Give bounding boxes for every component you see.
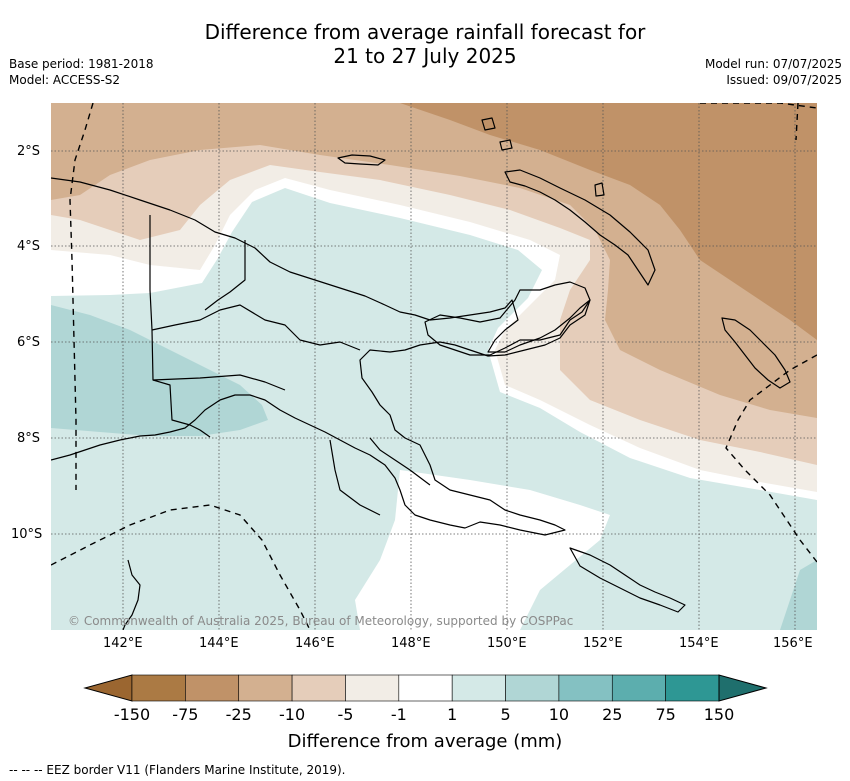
lon-label-150e: 150°E: [487, 636, 527, 651]
lat-label-4s: 4°S: [17, 239, 41, 254]
lon-label-142e: 142°E: [103, 636, 143, 651]
colorbar-extend-high: [718, 674, 768, 702]
colorbar-swatch: [558, 674, 613, 702]
lon-label-144e: 144°E: [199, 636, 239, 651]
base-period: Base period: 1981-2018: [9, 57, 154, 71]
map-title: Difference from average rainfall forecas…: [0, 20, 850, 68]
colorbar-tick-label: 10: [548, 705, 570, 724]
title-line-2: 21 to 27 July 2025: [333, 44, 517, 68]
colorbar-tick-label: 150: [703, 705, 735, 724]
eez-legend-note: -- -- -- EEZ border V11 (Flanders Marine…: [9, 763, 346, 777]
meta-right: Model run: 07/07/2025 Issued: 09/07/2025: [705, 56, 842, 88]
colorbar-tick-label: 5: [500, 705, 511, 724]
colorbar-swatch: [451, 674, 506, 702]
lon-label-152e: 152°E: [583, 636, 623, 651]
colorbar-tick-label: -75: [172, 705, 199, 724]
province-border-4: [329, 439, 381, 516]
colorbar-tick-label: 1: [447, 705, 458, 724]
northern-islands: [481, 117, 605, 197]
png-border: [149, 215, 211, 438]
copyright-notice: © Commonwealth of Australia 2025, Bureau…: [68, 614, 574, 628]
colorbar-extend-low: [83, 674, 133, 702]
title-line-1: Difference from average rainfall forecas…: [204, 20, 646, 44]
neutral-zone-south: [355, 470, 610, 630]
colorbar-swatches: [83, 674, 768, 702]
colorbar-swatch: [238, 674, 293, 702]
lon-label-156e: 156°E: [773, 636, 813, 651]
colorbar-tick-label: -1: [390, 705, 407, 724]
colorbar-tick-label: -150: [113, 705, 151, 724]
lon-label-148e: 148°E: [391, 636, 431, 651]
colorbar-swatch: [291, 674, 346, 702]
colorbar-swatch: [345, 674, 400, 702]
colorbar-tick-label: -10: [279, 705, 306, 724]
cape-york: [122, 559, 141, 630]
colorbar-swatch: [611, 674, 666, 702]
issued-date: Issued: 09/07/2025: [726, 73, 842, 87]
colorbar-title: Difference from average (mm): [287, 731, 563, 752]
colorbar-swatch: [505, 674, 560, 702]
province-border-3: [204, 240, 246, 311]
colorbar-tick-label: -5: [337, 705, 354, 724]
colorbar-swatch: [131, 674, 186, 702]
bougainville: [721, 317, 791, 389]
islands-southeast: [569, 547, 686, 613]
province-border-2: [152, 374, 286, 391]
new-ireland: [504, 169, 656, 286]
coastlines: [51, 117, 791, 630]
meta-left: Base period: 1981-2018 Model: ACCESS-S2: [9, 56, 154, 88]
model-run: Model run: 07/07/2025: [704, 57, 842, 71]
province-border-5: [369, 437, 431, 486]
eez-borders: [51, 103, 817, 630]
lat-label-2s: 2°S: [17, 144, 41, 159]
lon-label-154e: 154°E: [679, 636, 719, 651]
colorbar-swatch: [398, 674, 453, 702]
colorbar-tick-label: 75: [655, 705, 676, 724]
new-guinea-coast: [51, 177, 591, 536]
graticule: [51, 103, 817, 630]
lat-label-6s: 6°S: [17, 335, 41, 350]
wet-zone-west: [51, 305, 268, 436]
colorbar-tick-label: -25: [225, 705, 252, 724]
map-field: [51, 103, 817, 630]
model-name: Model: ACCESS-S2: [9, 73, 121, 87]
dry-zone-4: [400, 103, 817, 340]
wet-zone-east: [780, 560, 817, 630]
colorbar-tick-label: 25: [602, 705, 623, 724]
lat-label-8s: 8°S: [17, 431, 41, 446]
new-britain: [424, 281, 591, 356]
lat-label-10s: 10°S: [11, 527, 43, 542]
colorbar-swatch: [665, 674, 720, 702]
province-border-1: [151, 304, 361, 351]
lon-label-146e: 146°E: [295, 636, 335, 651]
manus-island: [337, 154, 386, 166]
colorbar-swatch: [185, 674, 240, 702]
